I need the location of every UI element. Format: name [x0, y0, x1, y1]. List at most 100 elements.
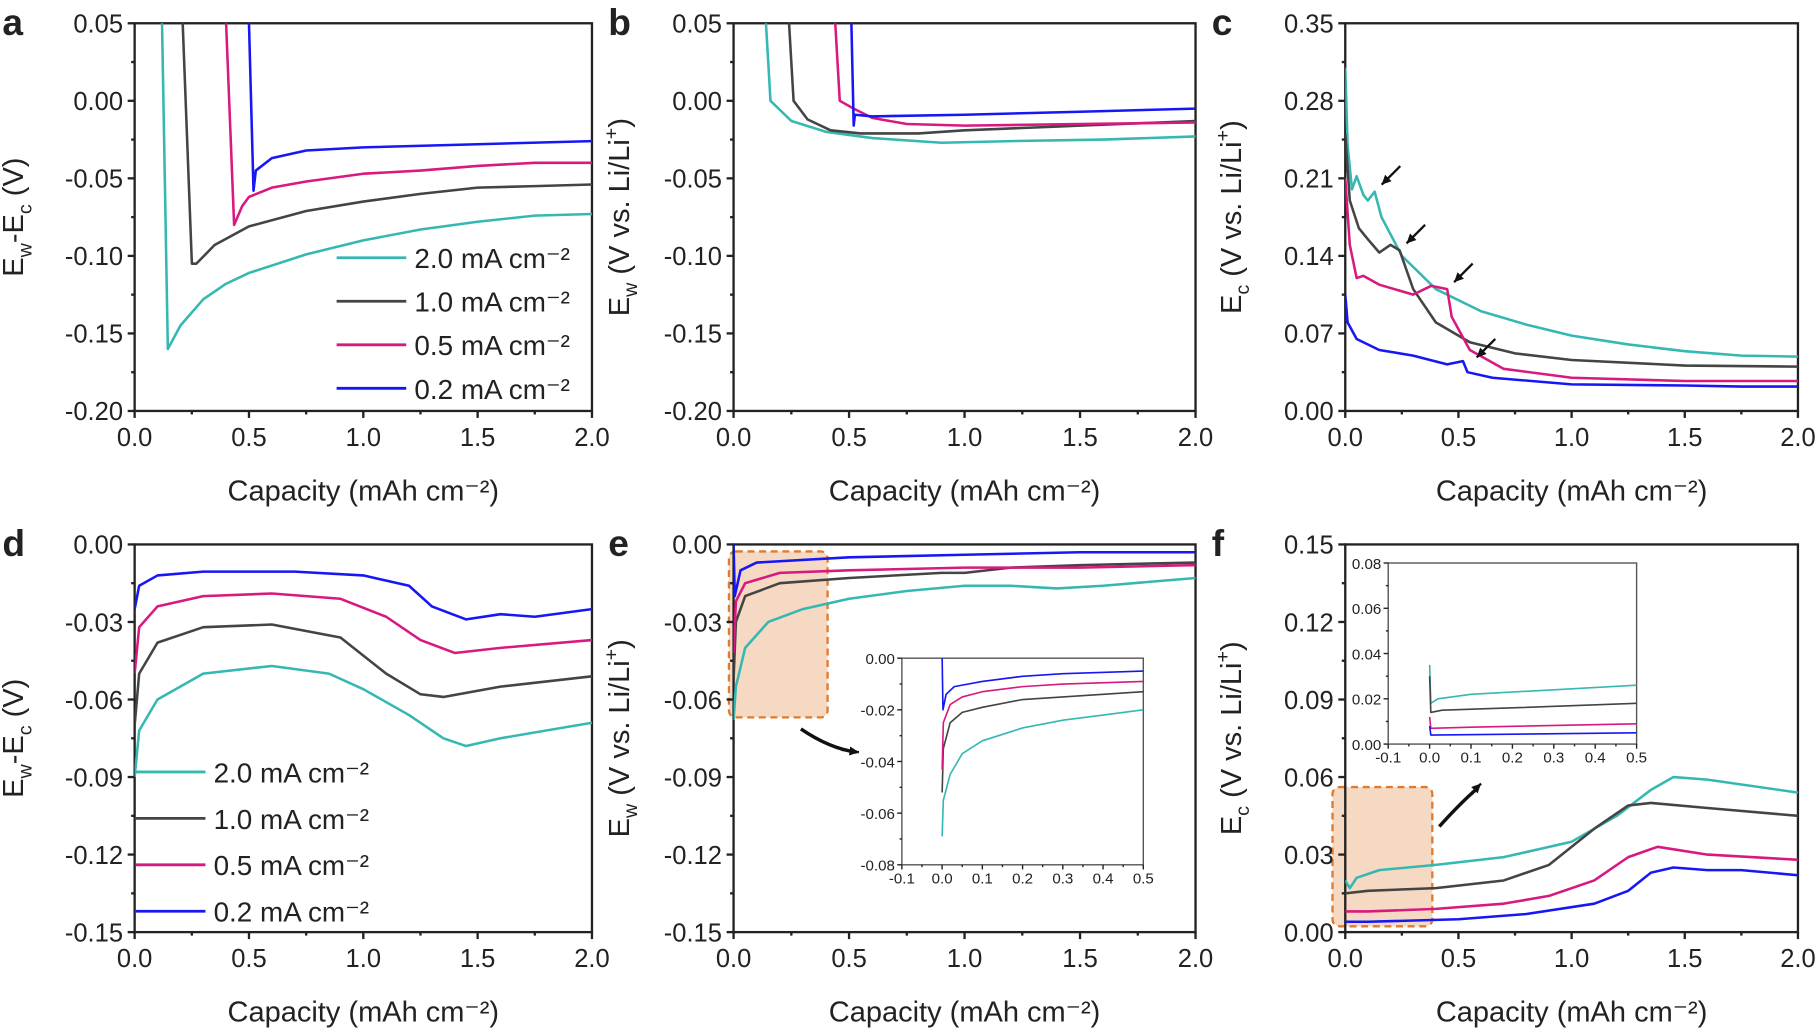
- inset: -0.1 0.0 0.1 0.2 0.3 0.4 0.5 -0.08 -0.06 -0.04 -0.…: [861, 651, 1154, 887]
- zoom-region-box: [1331, 785, 1434, 928]
- series-line-1.0: [1345, 801, 1798, 895]
- plot-frame: [1344, 22, 1800, 413]
- x-tick-label: 0.3: [1052, 870, 1073, 887]
- x-tick-label: 1.5: [1667, 424, 1702, 452]
- series-line-0.2: [247, 23, 592, 193]
- y-axis-label-part: +: [601, 128, 623, 140]
- x-tick-label: 0.2: [1012, 870, 1033, 887]
- y-tick-label: -0.05: [664, 166, 722, 194]
- y-tick-label: 0.15: [1284, 532, 1334, 560]
- y-tick-label: -0.10: [664, 243, 722, 271]
- series-line-2.0: [764, 23, 1196, 144]
- legend-item: 2.0 mA cm⁻²: [135, 757, 369, 788]
- x-tick-label: 2.0: [1780, 424, 1815, 452]
- y-tick-label: 0.00: [73, 532, 123, 560]
- legend-item: 1.0 mA cm⁻²: [135, 804, 369, 835]
- y-axis-label-part: (V): [0, 158, 30, 205]
- y-tick-label: -0.12: [664, 842, 722, 870]
- x-tick-label: 0.0: [1328, 424, 1363, 452]
- y-axis-label-part: (V vs. Li/Li: [604, 660, 636, 803]
- annotation-arrow-head: [1476, 347, 1487, 358]
- x-tick-label: 0.5: [231, 424, 266, 452]
- x-axis-label: Capacity (mAh cm⁻²): [228, 475, 500, 507]
- series-line-0.2: [134, 570, 592, 621]
- y-axis-label-part: ): [604, 118, 636, 128]
- x-tick-label: 0.5: [1133, 870, 1154, 887]
- series-line-1.0: [134, 623, 592, 726]
- y-axis-label-part: -E: [0, 214, 30, 243]
- legend: 2.0 mA cm⁻² 1.0 mA cm⁻² 0.5 mA cm⁻² 0.2 mA …: [135, 757, 370, 928]
- x-tick-label: 2.0: [1178, 945, 1213, 973]
- x-tick-label: -0.1: [1375, 750, 1401, 767]
- y-tick-label: 0.00: [73, 88, 123, 116]
- plot-frame: [901, 657, 1144, 866]
- x-tick-label: 0.4: [1093, 870, 1114, 887]
- x-tick-label: 1.5: [1667, 945, 1702, 973]
- legend-label: 0.5 mA cm⁻²: [214, 850, 370, 881]
- series-line-2.0: [941, 709, 1144, 837]
- x-tick-label: -0.1: [889, 870, 915, 887]
- panel-letter: e: [608, 522, 629, 564]
- x-tick-label: 2.0: [574, 945, 609, 973]
- y-axis-label-part: ): [1216, 120, 1248, 130]
- x-tick-label: 1.0: [947, 945, 982, 973]
- x-axis-label: Capacity (mAh cm⁻²): [228, 996, 500, 1028]
- legend-item: 0.5 mA cm⁻²: [135, 850, 370, 881]
- series-line-2.0: [1428, 664, 1637, 705]
- y-axis-label-part: (V vs. Li/Li: [604, 139, 636, 282]
- y-axis-label: Ec (V vs. Li/Li+): [1212, 641, 1254, 835]
- y-tick-label: -0.05: [65, 166, 123, 194]
- series-line-1.0: [941, 690, 1144, 793]
- y-axis-label-part: ): [1216, 641, 1248, 651]
- y-tick-label: -0.04: [861, 754, 895, 771]
- y-tick-label: -0.08: [861, 858, 895, 875]
- series-line-0.2: [1345, 866, 1798, 924]
- y-tick-label: 0.03: [1284, 842, 1334, 870]
- x-tick-label: 0.1: [1461, 750, 1482, 767]
- y-tick-label: -0.15: [65, 919, 123, 947]
- y-tick-label: 0.00: [1284, 919, 1334, 947]
- series-line-1.0: [1428, 676, 1637, 714]
- x-tick-label: 0.5: [831, 424, 866, 452]
- zoom-arrow-head-head: [1471, 783, 1482, 794]
- panel-f: f 0.0 0.5 1.0 1.5 2.0 0.00 0.03 0.06 0.09 0.12 0.15…: [1212, 522, 1816, 1028]
- legend-item: 1.0 mA cm⁻²: [336, 287, 570, 318]
- annotation-arrow-head: [1406, 233, 1417, 244]
- x-tick-label: 0.0: [716, 424, 751, 452]
- x-tick-label: 0.4: [1585, 750, 1606, 767]
- x-tick-label: 1.5: [460, 424, 495, 452]
- y-axis-label-part: E: [1216, 295, 1248, 314]
- y-tick-label: 0.00: [672, 88, 722, 116]
- legend-label: 0.5 mA cm⁻²: [414, 330, 570, 361]
- y-tick-label: 0.35: [1284, 11, 1334, 39]
- y-axis-label-part: c: [1232, 285, 1254, 295]
- y-axis-label: Ew (V vs. Li/Li+): [601, 639, 643, 837]
- legend-label: 1.0 mA cm⁻²: [414, 287, 570, 318]
- legend-item: 0.2 mA cm⁻²: [135, 897, 369, 928]
- y-tick-label: 0.06: [1284, 764, 1334, 792]
- panel-d: d 0.0 0.5 1.0 1.5 2.0 -0.15 -0.12 -0.09 -0.06 -0.0…: [0, 522, 610, 1028]
- x-tick-label: 1.5: [460, 945, 495, 973]
- x-tick-label: 2.0: [1178, 424, 1213, 452]
- y-axis-label-part: E: [0, 779, 30, 798]
- legend-item: 0.5 mA cm⁻²: [336, 330, 570, 361]
- y-tick-label: 0.04: [1352, 646, 1381, 663]
- y-axis-label-part: c: [14, 725, 36, 735]
- x-tick-label: 1.0: [346, 945, 381, 973]
- y-axis-label-part: E: [1216, 816, 1248, 835]
- y-axis-label-part: w: [14, 242, 36, 258]
- y-tick-label: 0.14: [1284, 243, 1334, 271]
- y-tick-label: -0.20: [664, 398, 722, 426]
- series-line-0.5: [224, 23, 592, 227]
- x-axis-label: Capacity (mAh cm⁻²): [829, 996, 1101, 1028]
- series-line-0.5: [833, 23, 1196, 127]
- x-tick-label: 1.5: [1062, 945, 1097, 973]
- legend-label: 0.2 mA cm⁻²: [414, 374, 570, 405]
- series-line-0.5: [1428, 716, 1637, 730]
- y-tick-label: 0.09: [1284, 687, 1334, 715]
- plot-frame: [732, 22, 1197, 413]
- zoom-region-box: [727, 550, 829, 719]
- panel-letter: b: [608, 1, 631, 43]
- panel-letter: c: [1212, 1, 1233, 43]
- inset: -0.1 0.0 0.1 0.2 0.3 0.4 0.5 0.00 0.02 0.04 0.06 0.…: [1352, 556, 1647, 767]
